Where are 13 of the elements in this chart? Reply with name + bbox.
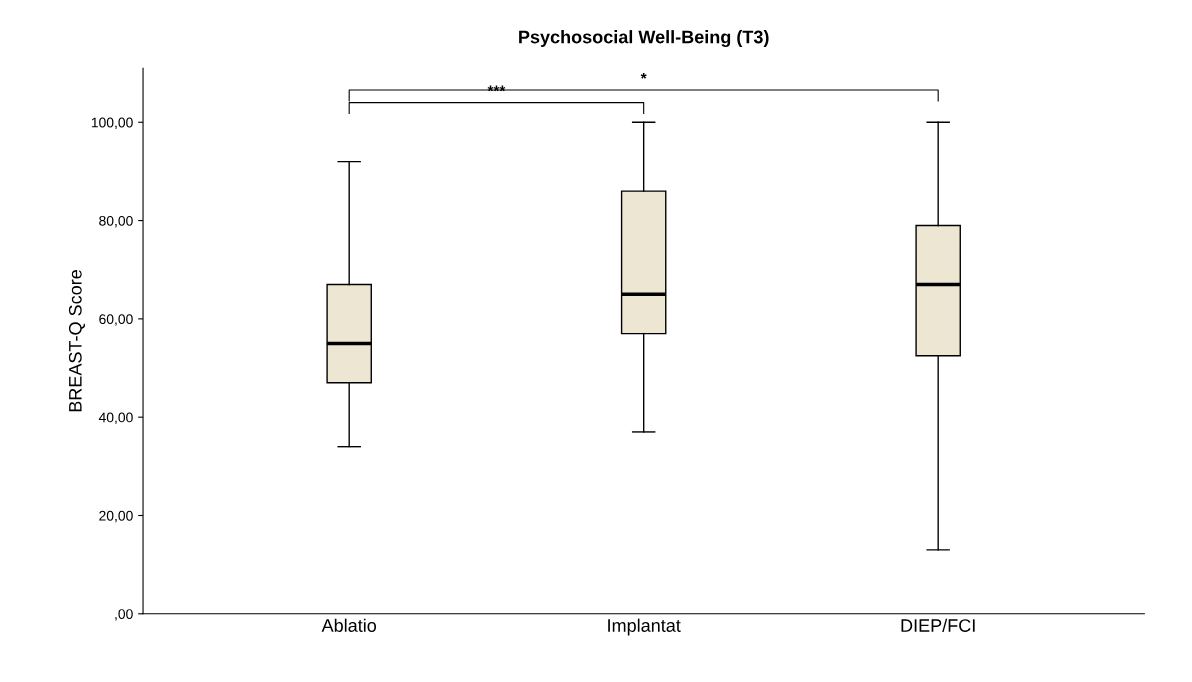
- x-tick-label: Implantat: [608, 618, 681, 636]
- y-tick-label: 20,00: [99, 510, 133, 523]
- y-axis-title: BREAST-Q Score: [68, 270, 85, 412]
- x-tick-label: Ablatio: [321, 618, 377, 632]
- x-tick-label: DIEP/FCI: [901, 618, 975, 632]
- y-tick-label: 40,00: [98, 412, 133, 424]
- annotation: ***: [487, 85, 506, 92]
- y-tick-label: 60,00: [99, 314, 133, 326]
- annotation: *: [640, 73, 647, 79]
- chart-title: Psychosocial Well-Being (T3): [519, 30, 769, 48]
- y-tick-label: 80,00: [99, 215, 133, 228]
- y-tick-label: ,00: [115, 609, 133, 621]
- y-tick-label: 100,00: [91, 117, 133, 130]
